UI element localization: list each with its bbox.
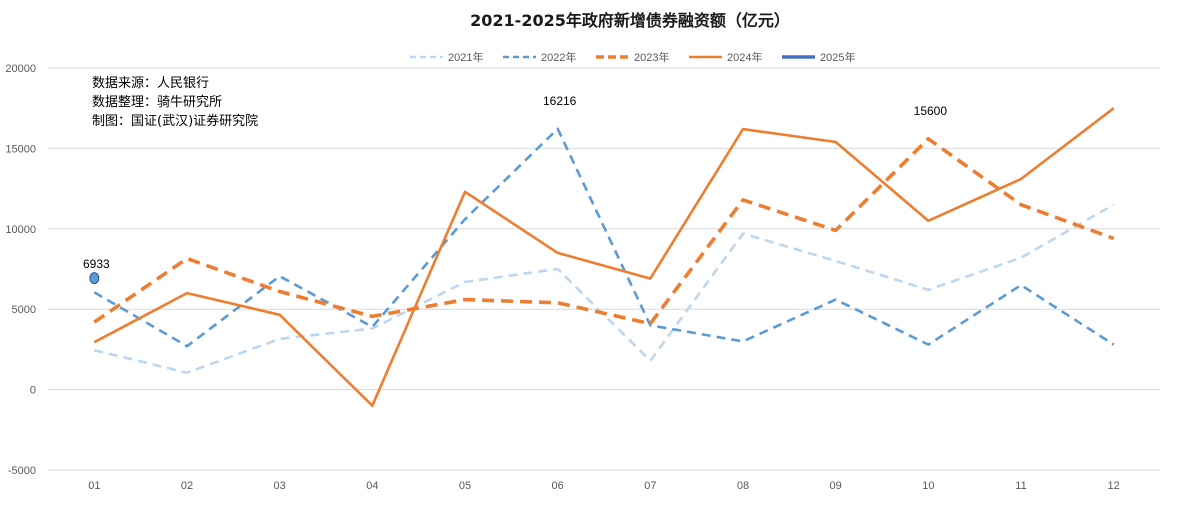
x-tick-label: 01 [88, 480, 100, 492]
chart-title: 2021-2025年政府新增债券融资额（亿元） [470, 11, 790, 30]
legend-label: 2023年 [634, 50, 669, 64]
series-point-2025年 [89, 272, 100, 285]
x-tick-label: 08 [737, 480, 749, 492]
x-tick-label: 03 [274, 480, 286, 492]
x-tick-label: 11 [1015, 480, 1026, 492]
y-axis: 20000 15000 10000 5000 0 -5000 [5, 63, 36, 477]
data-labels: 6933 16216 15600 [83, 94, 947, 271]
series-line-2022年 [93, 127, 1115, 348]
legend-label: 2021年 [448, 50, 483, 64]
y-tick-label: 20000 [5, 63, 36, 75]
y-tick-label: -5000 [8, 465, 36, 477]
x-axis: 01 02 03 04 05 06 07 08 09 10 11 12 [88, 480, 1120, 492]
y-tick-label: 5000 [12, 304, 36, 316]
legend-label: 2024年 [727, 50, 762, 64]
legend: 2021年 2022年 2023年 2024年 2025年 [410, 50, 855, 64]
y-tick-label: 15000 [5, 143, 36, 155]
x-tick-label: 12 [1108, 480, 1120, 492]
series-group [89, 107, 1115, 408]
x-tick-label: 10 [922, 480, 934, 492]
x-tick-label: 06 [552, 480, 564, 492]
series-line-2023年 [93, 137, 1115, 326]
legend-label: 2022年 [541, 50, 576, 64]
data-label: 15600 [914, 104, 948, 118]
y-tick-label: 10000 [5, 224, 36, 236]
annotation-line: 制图：国证(武汉)证券研究院 [92, 113, 258, 129]
annotation-line: 数据来源：人民银行 [92, 76, 209, 91]
data-label: 16216 [543, 94, 577, 108]
x-tick-label: 05 [459, 480, 471, 492]
x-tick-label: 07 [644, 480, 656, 492]
x-tick-label: 04 [366, 480, 378, 492]
y-tick-label: 0 [30, 385, 36, 397]
annotation-line: 数据整理：骑牛研究所 [92, 95, 222, 110]
legend-label: 2025年 [820, 50, 855, 64]
series-line-2024年 [93, 107, 1115, 408]
x-tick-label: 09 [830, 480, 842, 492]
x-tick-label: 02 [181, 480, 193, 492]
series-line-2021年 [93, 203, 1115, 375]
data-label: 6933 [83, 257, 110, 271]
